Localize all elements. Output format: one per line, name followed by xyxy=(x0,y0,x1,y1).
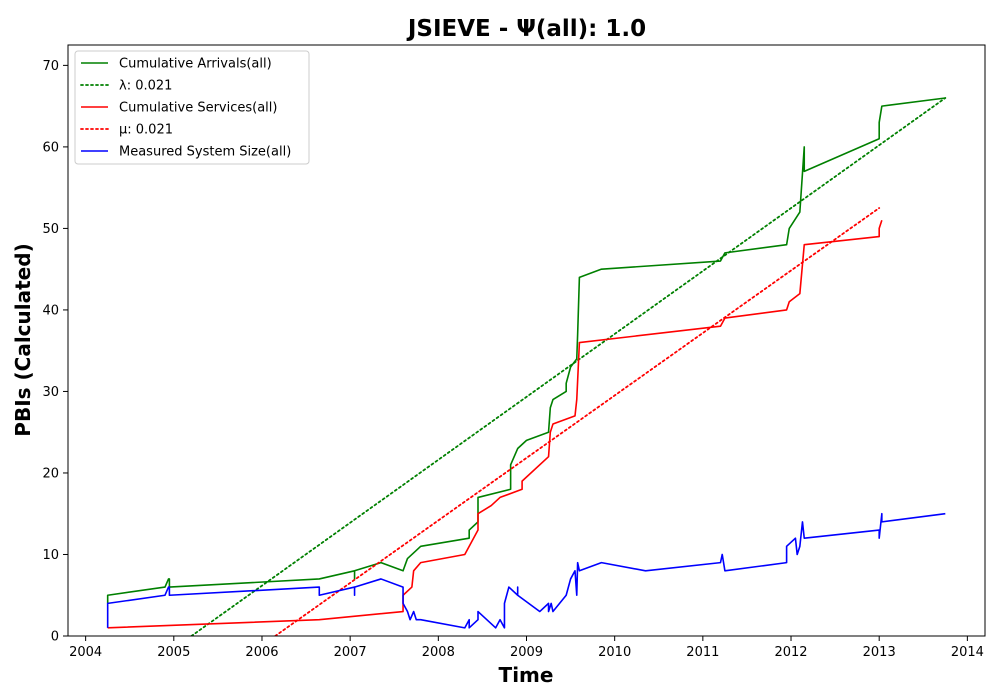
x-tick-label: 2009 xyxy=(510,645,543,660)
legend-label-3: μ: 0.021 xyxy=(119,123,173,138)
y-tick-label: 60 xyxy=(42,140,59,155)
legend-label-2: Cumulative Services(all) xyxy=(119,101,277,116)
y-axis-title: PBIs (Calculated) xyxy=(11,243,35,436)
x-tick-label: 2006 xyxy=(245,645,278,660)
series-line-1 xyxy=(191,98,945,636)
y-tick-label: 70 xyxy=(42,59,59,74)
series-line-4 xyxy=(108,514,946,628)
x-tick-label: 2008 xyxy=(422,645,455,660)
x-tick-label: 2011 xyxy=(686,645,719,660)
y-axis-ticks: 0 10 20 30 40 50 60 70 xyxy=(42,59,68,645)
legend-label-0: Cumulative Arrivals(all) xyxy=(119,57,272,72)
x-tick-label: 2012 xyxy=(774,645,807,660)
series-line-2 xyxy=(108,220,882,628)
series-line-0 xyxy=(108,98,946,603)
y-tick-label: 20 xyxy=(42,466,59,481)
y-tick-label: 30 xyxy=(42,385,59,400)
x-axis-ticks: 2004 2005 2006 2007 2008 2009 2010 2011 2012 2013… xyxy=(69,636,984,660)
plot-area xyxy=(108,98,946,636)
x-axis-title: Time xyxy=(499,663,554,687)
y-tick-label: 0 xyxy=(51,630,59,645)
legend-label-4: Measured System Size(all) xyxy=(119,145,291,160)
x-tick-label: 2014 xyxy=(951,645,984,660)
x-tick-label: 2005 xyxy=(157,645,190,660)
x-tick-label: 2007 xyxy=(334,645,367,660)
legend: Cumulative Arrivals(all) λ: 0.021 Cumulati… xyxy=(75,51,309,164)
x-tick-label: 2004 xyxy=(69,645,102,660)
y-tick-label: 10 xyxy=(42,548,59,563)
y-tick-label: 50 xyxy=(42,222,59,237)
chart-title: JSIEVE - Ψ(all): 1.0 xyxy=(406,16,646,42)
y-tick-label: 40 xyxy=(42,303,59,318)
x-tick-label: 2010 xyxy=(598,645,631,660)
legend-label-1: λ: 0.021 xyxy=(119,79,172,94)
x-tick-label: 2013 xyxy=(863,645,896,660)
